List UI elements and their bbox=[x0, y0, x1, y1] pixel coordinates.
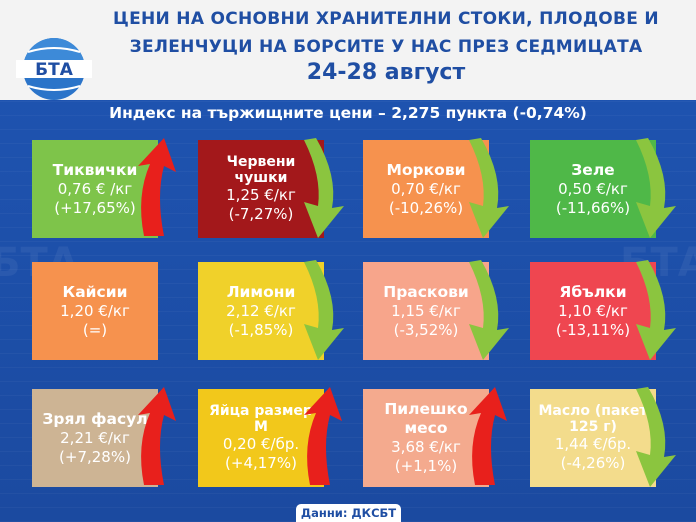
product-price: 3,68 €/кг bbox=[391, 438, 461, 456]
product-price: 2,12 €/кг bbox=[226, 301, 296, 320]
price-change: (-1,85%) bbox=[228, 320, 294, 339]
price-index-line: Индекс на тържищните цени – 2,275 пункта… bbox=[109, 104, 587, 122]
product-price: 1,10 €/кг bbox=[558, 301, 628, 320]
product-name: Моркови bbox=[386, 160, 466, 179]
product-card: Моркови 0,70 €/кг (-10,26%) bbox=[363, 140, 489, 238]
product-price: 1,15 €/кг bbox=[391, 301, 461, 320]
product-price: 0,50 €/кг bbox=[558, 179, 628, 198]
price-change: (+17,65%) bbox=[54, 198, 136, 217]
product-card: Лимони 2,12 €/кг (-1,85%) bbox=[198, 262, 324, 360]
product-card: Праскови 1,15 €/кг (-3,52%) bbox=[363, 262, 489, 360]
date-range: 24-28 август bbox=[306, 60, 466, 85]
product-card: Тиквички 0,76 € /кг (+17,65%) bbox=[32, 140, 158, 238]
product-name: Масло (пакет 125 г) bbox=[538, 403, 648, 435]
product-price: 0,20 €/бр. bbox=[222, 435, 300, 453]
svg-text:БТА: БТА bbox=[35, 60, 74, 80]
product-price: 1,25 €/кг bbox=[226, 186, 296, 204]
product-name: Праскови bbox=[383, 282, 469, 301]
price-change: (-10,26%) bbox=[388, 198, 464, 217]
product-card: Кайсии 1,20 €/кг (=) bbox=[32, 262, 158, 360]
product-price: 1,20 €/кг bbox=[60, 301, 130, 320]
product-price: 2,21 €/кг bbox=[60, 428, 130, 447]
price-change: (+1,1%) bbox=[394, 457, 458, 475]
price-change: (=) bbox=[82, 320, 108, 339]
product-card: Ябълки 1,10 €/кг (-13,11%) bbox=[530, 262, 656, 360]
product-name: Яйца размер М bbox=[209, 403, 313, 435]
product-card: Зрял фасул 2,21 €/кг (+7,28%) bbox=[32, 389, 158, 487]
product-card: Масло (пакет 125 г) 1,44 €/бр. (-4,26%) bbox=[530, 389, 656, 487]
product-name: Тиквички bbox=[52, 160, 138, 179]
product-price: 0,76 € /кг bbox=[57, 179, 133, 198]
bta-logo: БТА bbox=[16, 38, 92, 100]
title-line-2: ЗЕЛЕНЧУЦИ НА БОРСИТЕ У НАС ПРЕЗ СЕДМИЦАТ… bbox=[129, 37, 643, 57]
data-source: Данни: ДКСБТ bbox=[296, 504, 401, 522]
product-name: Зрял фасул bbox=[42, 409, 148, 428]
header: БТА ЦЕНИ НА ОСНОВНИ ХРАНИТЕЛНИ СТОКИ, ПЛ… bbox=[0, 0, 696, 100]
price-change: (-13,11%) bbox=[555, 320, 631, 339]
product-name: Зеле bbox=[571, 160, 615, 179]
price-change: (-7,27%) bbox=[228, 205, 294, 223]
product-card: Яйца размер М 0,20 €/бр. (+4,17%) bbox=[198, 389, 324, 487]
price-change: (-11,66%) bbox=[555, 198, 631, 217]
price-change: (+4,17%) bbox=[225, 454, 297, 472]
price-change: (-4,26%) bbox=[560, 454, 626, 472]
product-price: 0,70 €/кг bbox=[391, 179, 461, 198]
title-line-1: ЦЕНИ НА ОСНОВНИ ХРАНИТЕЛНИ СТОКИ, ПЛОДОВ… bbox=[113, 9, 659, 29]
product-name: Лимони bbox=[226, 282, 296, 301]
price-change: (+7,28%) bbox=[59, 447, 131, 466]
product-price: 1,44 €/бр. bbox=[554, 435, 632, 453]
product-card: Пилешко месо 3,68 €/кг (+1,1%) bbox=[363, 389, 489, 487]
product-name: Пилешко месо bbox=[384, 400, 468, 437]
product-name: Ябълки bbox=[559, 282, 627, 301]
product-card: Зеле 0,50 €/кг (-11,66%) bbox=[530, 140, 656, 238]
price-change: (-3,52%) bbox=[393, 320, 459, 339]
product-name: Червени чушки bbox=[226, 154, 296, 186]
product-name: Кайсии bbox=[62, 282, 128, 301]
product-card: Червени чушки 1,25 €/кг (-7,27%) bbox=[198, 140, 324, 238]
